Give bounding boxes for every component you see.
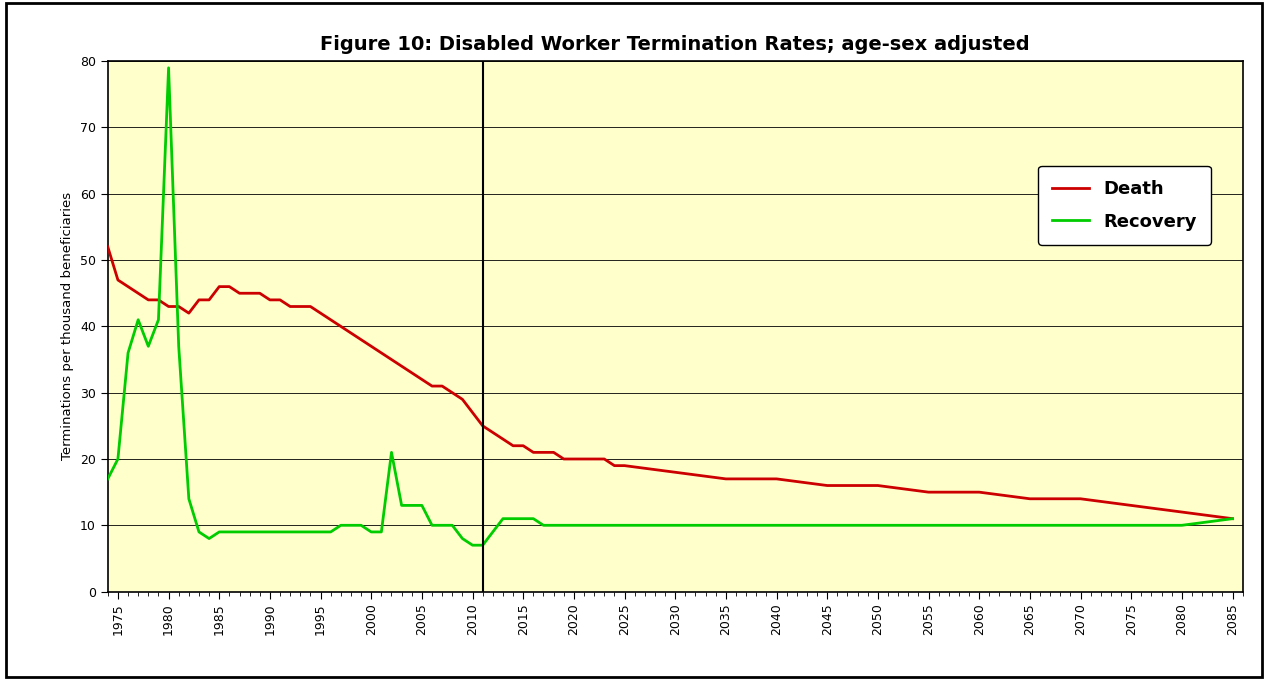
Line: Recovery: Recovery <box>108 68 1232 545</box>
Recovery <box>1225 515 1240 523</box>
Death <box>506 442 521 450</box>
Death <box>455 395 470 403</box>
Title: Figure 10: Disabled Worker Termination Rates; age-sex adjusted: Figure 10: Disabled Worker Termination R… <box>321 35 1030 54</box>
Y-axis label: Terminations per thousand beneficiaries: Terminations per thousand beneficiaries <box>61 192 75 460</box>
Recovery <box>526 515 541 523</box>
Recovery <box>476 541 491 549</box>
Death <box>100 243 115 251</box>
Death <box>415 375 430 384</box>
Recovery <box>191 528 207 536</box>
Death <box>516 442 531 450</box>
Death <box>181 309 197 317</box>
Recovery <box>374 528 389 536</box>
Death <box>364 342 379 350</box>
Recovery <box>465 541 481 549</box>
Recovery <box>100 475 115 483</box>
Death <box>1225 515 1240 523</box>
Recovery <box>536 521 552 529</box>
Recovery <box>161 64 176 72</box>
Line: Death: Death <box>108 247 1232 519</box>
Recovery <box>425 521 440 529</box>
Legend: Death, Recovery: Death, Recovery <box>1038 166 1211 245</box>
